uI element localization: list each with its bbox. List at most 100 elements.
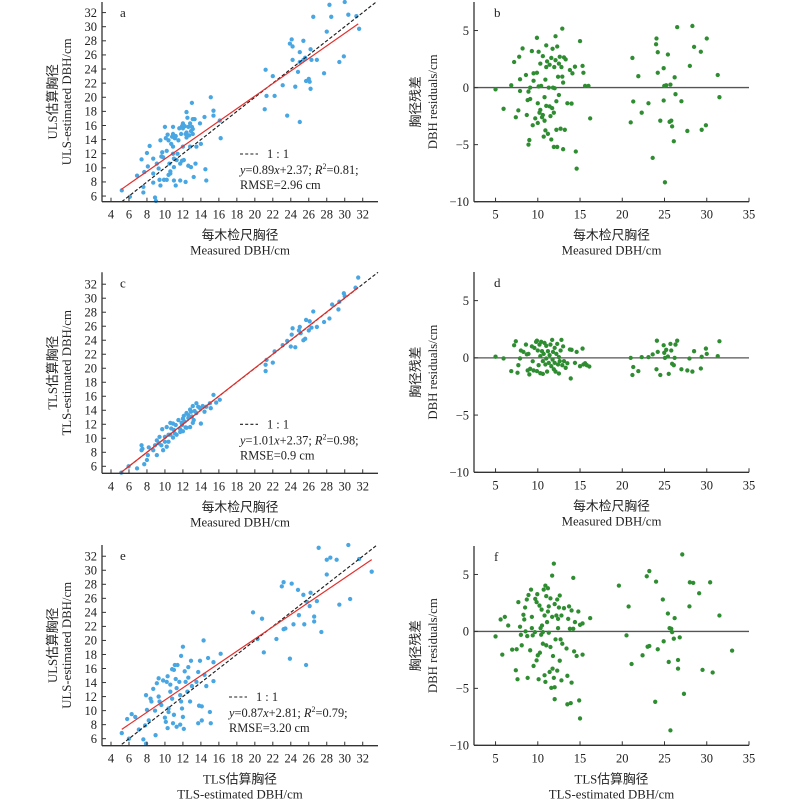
data-point (654, 367, 659, 372)
data-point (631, 364, 636, 370)
x-tick-label: 20 (616, 478, 629, 492)
data-point (189, 124, 195, 130)
equation-part: x (273, 433, 280, 447)
data-point (675, 666, 681, 671)
data-point (205, 655, 211, 661)
panel-c: 4 6 8 10 12 14 16 18 20 22 24 26 28 30 326810121416182… (46, 271, 379, 529)
data-point (187, 699, 193, 704)
x-tick-label: 4 (108, 208, 115, 222)
data-point (546, 604, 551, 609)
data-point (567, 626, 573, 631)
data-point (577, 716, 583, 721)
data-point (157, 177, 162, 182)
data-point (542, 613, 547, 618)
data-point (528, 648, 533, 653)
data-point (544, 619, 550, 625)
data-point (639, 110, 644, 115)
data-point (628, 120, 633, 125)
y-tick-label: 5 (463, 568, 469, 582)
data-point (552, 360, 557, 366)
x-tick-label: 24 (285, 479, 298, 493)
one-to-one-line (121, 544, 378, 745)
data-point (321, 319, 327, 325)
data-point (544, 43, 549, 48)
rmse-label: RMSE=2.96 cm (240, 178, 321, 192)
data-point (546, 630, 551, 635)
data-point (165, 132, 170, 137)
data-point (666, 371, 671, 377)
data-point (187, 144, 193, 149)
data-point (263, 368, 268, 374)
data-point (530, 359, 535, 364)
data-point (698, 49, 703, 54)
data-point (577, 364, 583, 369)
data-point (516, 363, 521, 368)
equation-part: R (303, 706, 312, 720)
data-point (201, 638, 206, 643)
data-point (303, 662, 309, 668)
x-tick-label: 6 (126, 752, 132, 766)
y-tick-label: 0 (463, 351, 469, 365)
panel-letter: e (120, 548, 126, 563)
data-point (334, 557, 339, 562)
data-point (170, 124, 176, 130)
data-point (630, 55, 635, 61)
x-tick-label: 32 (356, 208, 369, 222)
data-point (669, 348, 674, 353)
x-axis-label-cn: 每木检尺胸径 (202, 228, 279, 243)
data-point (552, 697, 557, 702)
data-point (184, 109, 189, 115)
y-axis-label-en: DBH residuals/cm (426, 325, 440, 420)
y-tick-label: −5 (456, 138, 469, 152)
equation-part: x (262, 706, 269, 720)
data-point (141, 184, 146, 190)
data-point (574, 349, 579, 355)
data-point (549, 364, 554, 369)
x-tick-label: 30 (701, 478, 714, 492)
data-point (509, 368, 514, 374)
data-point (290, 326, 295, 331)
y-tick-label: 0 (463, 81, 469, 95)
data-point (187, 424, 193, 430)
data-point (703, 123, 709, 128)
y-tick-label: 32 (85, 550, 98, 564)
data-point (151, 156, 156, 161)
data-point (624, 633, 629, 638)
data-point (312, 619, 317, 624)
data-point (628, 355, 633, 360)
data-point (500, 652, 505, 657)
data-point (541, 587, 546, 592)
data-point (555, 44, 560, 49)
data-point (289, 332, 294, 337)
y-tick-label: 22 (85, 76, 98, 90)
data-point (555, 362, 561, 367)
data-point (528, 587, 534, 592)
equation-part: y (238, 433, 246, 447)
data-point (513, 115, 518, 120)
data-point (536, 363, 541, 368)
data-point (179, 706, 185, 711)
data-point (297, 49, 302, 55)
data-point (168, 689, 173, 694)
data-point (537, 650, 543, 655)
data-point (178, 131, 184, 137)
data-point (680, 552, 685, 557)
data-point (556, 92, 562, 98)
y-tick-label: 0 (463, 625, 469, 639)
data-point (199, 704, 204, 709)
equation-part: x (273, 163, 280, 177)
data-point (526, 351, 531, 356)
data-point (555, 144, 560, 150)
x-tick-label: 12 (177, 479, 190, 493)
data-point (660, 597, 665, 602)
data-point (540, 641, 546, 646)
data-point (700, 667, 705, 673)
y-tick-label: 22 (85, 620, 98, 634)
y-axis-label-cn: ULS估算胸径 (46, 64, 60, 140)
data-point (532, 629, 538, 635)
data-point (517, 54, 522, 59)
data-point (538, 61, 543, 66)
data-point (517, 88, 523, 94)
data-point (572, 64, 578, 69)
data-point (173, 676, 178, 682)
